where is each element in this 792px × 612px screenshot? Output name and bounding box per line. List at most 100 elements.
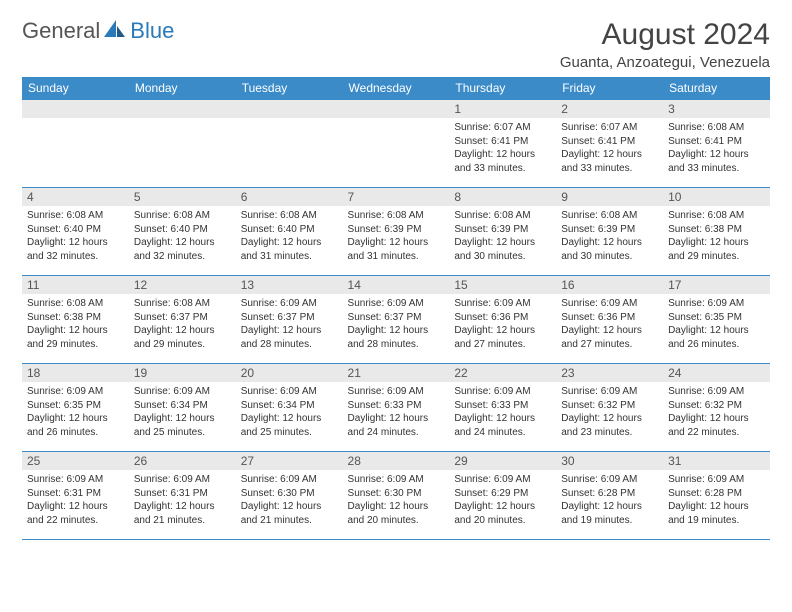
- sunrise-label: Sunrise:: [348, 298, 385, 309]
- sunset-value: 6:28 PM: [598, 488, 635, 499]
- sunrise-label: Sunrise:: [27, 298, 64, 309]
- sunset-label: Sunset:: [561, 136, 595, 147]
- day-number: 20: [236, 364, 343, 382]
- sunrise-value: 6:08 AM: [173, 210, 210, 221]
- sunset-label: Sunset:: [27, 400, 61, 411]
- sunset-value: 6:40 PM: [277, 224, 314, 235]
- sunrise-value: 6:09 AM: [601, 298, 638, 309]
- sunset-value: 6:37 PM: [384, 312, 421, 323]
- daylight-label: Daylight:: [27, 501, 66, 512]
- daylight-label: Daylight:: [348, 237, 387, 248]
- sunset-label: Sunset:: [27, 488, 61, 499]
- sunset-label: Sunset:: [348, 312, 382, 323]
- sunrise-label: Sunrise:: [561, 210, 598, 221]
- sunset-value: 6:35 PM: [64, 400, 101, 411]
- sunrise-value: 6:09 AM: [387, 386, 424, 397]
- calendar-cell: 25Sunrise: 6:09 AMSunset: 6:31 PMDayligh…: [22, 452, 129, 540]
- day-body: Sunrise: 6:08 AMSunset: 6:40 PMDaylight:…: [129, 206, 236, 266]
- sunset-value: 6:39 PM: [384, 224, 421, 235]
- calendar-cell: 9Sunrise: 6:08 AMSunset: 6:39 PMDaylight…: [556, 188, 663, 276]
- sunrise-label: Sunrise:: [241, 298, 278, 309]
- sunrise-value: 6:09 AM: [494, 298, 531, 309]
- daylight-label: Daylight:: [668, 325, 707, 336]
- sunset-label: Sunset:: [348, 488, 382, 499]
- sunset-value: 6:41 PM: [705, 136, 742, 147]
- sunset-value: 6:32 PM: [598, 400, 635, 411]
- calendar-cell: [236, 100, 343, 188]
- day-body: Sunrise: 6:08 AMSunset: 6:38 PMDaylight:…: [22, 294, 129, 354]
- sunrise-value: 6:09 AM: [708, 474, 745, 485]
- sunrise-label: Sunrise:: [241, 210, 278, 221]
- day-body: Sunrise: 6:09 AMSunset: 6:32 PMDaylight:…: [556, 382, 663, 442]
- day-number: 21: [343, 364, 450, 382]
- sunrise-value: 6:09 AM: [601, 474, 638, 485]
- sunrise-value: 6:07 AM: [601, 122, 638, 133]
- sunset-value: 6:33 PM: [384, 400, 421, 411]
- day-number: 24: [663, 364, 770, 382]
- day-number: 27: [236, 452, 343, 470]
- day-number-empty: [236, 100, 343, 118]
- calendar-cell: 8Sunrise: 6:08 AMSunset: 6:39 PMDaylight…: [449, 188, 556, 276]
- calendar-cell: 26Sunrise: 6:09 AMSunset: 6:31 PMDayligh…: [129, 452, 236, 540]
- calendar-cell: 29Sunrise: 6:09 AMSunset: 6:29 PMDayligh…: [449, 452, 556, 540]
- day-number-empty: [129, 100, 236, 118]
- sunrise-value: 6:09 AM: [66, 386, 103, 397]
- sunset-label: Sunset:: [454, 488, 488, 499]
- calendar-cell: 14Sunrise: 6:09 AMSunset: 6:37 PMDayligh…: [343, 276, 450, 364]
- calendar-cell: 18Sunrise: 6:09 AMSunset: 6:35 PMDayligh…: [22, 364, 129, 452]
- sunset-value: 6:37 PM: [277, 312, 314, 323]
- sunrise-value: 6:09 AM: [494, 386, 531, 397]
- day-number: 31: [663, 452, 770, 470]
- day-number: 19: [129, 364, 236, 382]
- sunrise-value: 6:08 AM: [173, 298, 210, 309]
- day-body: Sunrise: 6:09 AMSunset: 6:37 PMDaylight:…: [343, 294, 450, 354]
- day-header: Saturday: [663, 77, 770, 100]
- calendar-week: 4Sunrise: 6:08 AMSunset: 6:40 PMDaylight…: [22, 188, 770, 276]
- day-body: Sunrise: 6:09 AMSunset: 6:37 PMDaylight:…: [236, 294, 343, 354]
- sunset-value: 6:39 PM: [491, 224, 528, 235]
- sunset-label: Sunset:: [241, 488, 275, 499]
- calendar-week: 18Sunrise: 6:09 AMSunset: 6:35 PMDayligh…: [22, 364, 770, 452]
- day-number: 25: [22, 452, 129, 470]
- calendar-cell: 19Sunrise: 6:09 AMSunset: 6:34 PMDayligh…: [129, 364, 236, 452]
- calendar-week: 1 Sunrise: 6:07 AM Sunset: 6:41 PM Daylight…: [22, 100, 770, 188]
- sunrise-label: Sunrise:: [348, 386, 385, 397]
- sunrise-label: Sunrise:: [454, 122, 491, 133]
- sunrise-value: 6:09 AM: [708, 298, 745, 309]
- calendar-cell: 23Sunrise: 6:09 AMSunset: 6:32 PMDayligh…: [556, 364, 663, 452]
- sunset-value: 6:40 PM: [171, 224, 208, 235]
- day-number: 6: [236, 188, 343, 206]
- day-number: 8: [449, 188, 556, 206]
- day-number: 30: [556, 452, 663, 470]
- sunrise-value: 6:08 AM: [708, 122, 745, 133]
- day-number: 11: [22, 276, 129, 294]
- day-body: Sunrise: 6:08 AMSunset: 6:39 PMDaylight:…: [449, 206, 556, 266]
- logo: General Blue: [22, 18, 174, 44]
- daylight-label: Daylight:: [561, 237, 600, 248]
- day-number: 1: [449, 100, 556, 118]
- sunset-value: 6:30 PM: [384, 488, 421, 499]
- sunrise-label: Sunrise:: [454, 386, 491, 397]
- daylight-label: Daylight:: [134, 501, 173, 512]
- sunrise-value: 6:08 AM: [601, 210, 638, 221]
- sunset-label: Sunset:: [454, 312, 488, 323]
- calendar-cell: 2Sunrise: 6:07 AMSunset: 6:41 PMDaylight…: [556, 100, 663, 188]
- day-number: 17: [663, 276, 770, 294]
- calendar-week: 11Sunrise: 6:08 AMSunset: 6:38 PMDayligh…: [22, 276, 770, 364]
- calendar-cell: 6Sunrise: 6:08 AMSunset: 6:40 PMDaylight…: [236, 188, 343, 276]
- sunrise-label: Sunrise:: [561, 386, 598, 397]
- sunset-value: 6:34 PM: [277, 400, 314, 411]
- sunset-value: 6:38 PM: [64, 312, 101, 323]
- day-number: 29: [449, 452, 556, 470]
- sunset-value: 6:36 PM: [491, 312, 528, 323]
- day-body: Sunrise: 6:09 AMSunset: 6:34 PMDaylight:…: [236, 382, 343, 442]
- daylight-label: Daylight:: [668, 501, 707, 512]
- logo-word-blue: Blue: [130, 18, 174, 44]
- daylight-label: Daylight:: [454, 501, 493, 512]
- sunrise-value: 6:07 AM: [494, 122, 531, 133]
- sunrise-value: 6:09 AM: [280, 386, 317, 397]
- daylight-label: Daylight:: [561, 501, 600, 512]
- sunrise-label: Sunrise:: [668, 298, 705, 309]
- daylight-label: Daylight:: [668, 149, 707, 160]
- sunrise-label: Sunrise:: [241, 474, 278, 485]
